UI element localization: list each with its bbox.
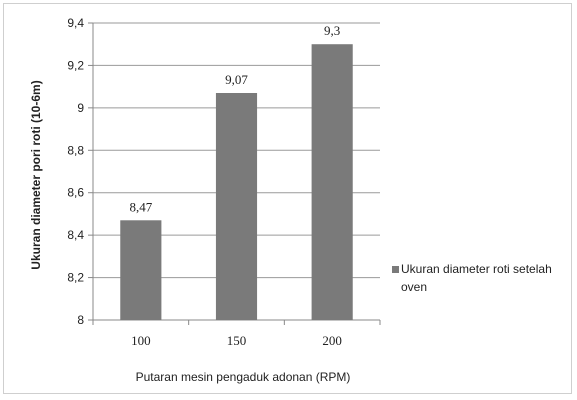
- x-tick-label: 200: [322, 333, 342, 348]
- x-tick-label: 100: [131, 333, 151, 348]
- bars: [120, 44, 353, 320]
- data-label: 9,07: [225, 72, 248, 87]
- legend-label-line-1: Ukuran diameter roti setelah: [401, 262, 552, 276]
- legend: Ukuran diameter roti setelah oven: [392, 262, 552, 294]
- y-tick-label: 8,8: [67, 143, 84, 157]
- y-tick-label: 9: [77, 101, 84, 115]
- bar: [311, 44, 353, 320]
- data-label: 8,47: [129, 199, 152, 214]
- legend-label-line-2: oven: [401, 280, 427, 294]
- legend-swatch: [392, 266, 399, 273]
- y-tick-label: 8: [77, 313, 84, 327]
- chart-frame: [3, 3, 572, 394]
- y-tick-label: 9,4: [67, 16, 84, 30]
- y-tick-label: 8,4: [67, 228, 84, 242]
- data-label: 9,3: [324, 23, 340, 38]
- y-tick-label: 8,2: [67, 271, 84, 285]
- labels: 8 8,2 8,4 8,6 8,8 9 9,2 9,4 8,47 100 9,07 150 9,3 200: [67, 16, 342, 348]
- y-tick-label: 9,2: [67, 58, 84, 72]
- y-tick-label: 8,6: [67, 186, 84, 200]
- bar: [215, 93, 258, 320]
- x-axis-title: Putaran mesin pengaduk adonan (RPM): [136, 370, 351, 384]
- x-tick-label: 150: [227, 333, 247, 348]
- bar: [120, 220, 162, 320]
- y-axis-title: Ukuran diameter pori roti (10-6m): [29, 80, 43, 269]
